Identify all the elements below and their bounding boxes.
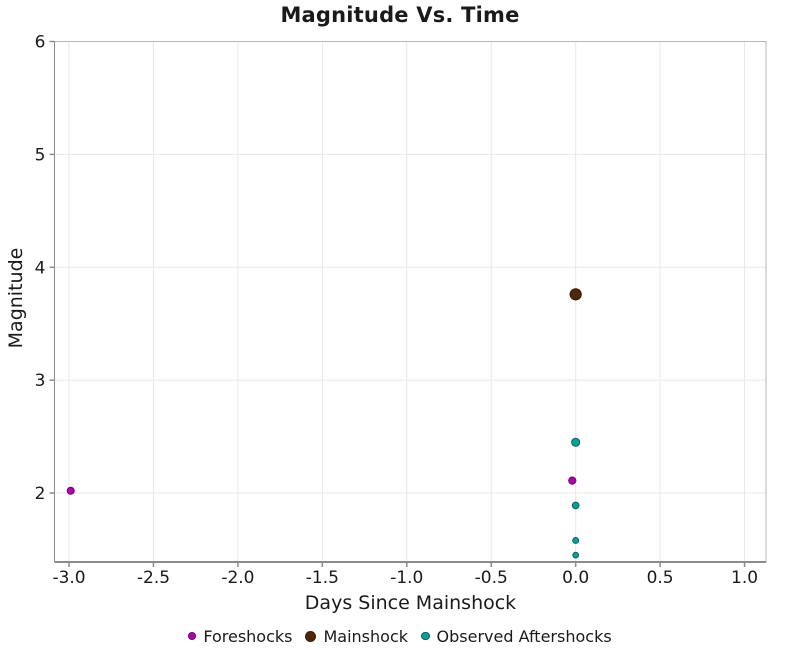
chart-title: Magnitude Vs. Time — [280, 3, 520, 27]
x-tick-label: -1.5 — [306, 568, 339, 588]
legend-label: Mainshock — [323, 626, 409, 646]
y-tick-label: 4 — [35, 258, 46, 278]
x-axis-title: Days Since Mainshock — [304, 592, 517, 614]
x-tick-label: -0.5 — [475, 568, 508, 588]
x-tick-label: -3.0 — [52, 568, 85, 588]
legend-marker-icon — [421, 631, 430, 641]
x-tick-label: 0.0 — [562, 568, 589, 588]
y-tick-label: 2 — [35, 484, 46, 504]
data-point-observed-aftershocks — [572, 536, 580, 544]
data-point-foreshocks — [66, 486, 75, 495]
legend-label: Observed Aftershocks — [436, 626, 612, 646]
x-tick-label: 1.0 — [731, 568, 758, 588]
y-axis-title: Magnitude — [5, 247, 27, 349]
y-tick-label: 3 — [35, 371, 46, 391]
plot-frame — [54, 41, 767, 563]
x-tick-label: -2.0 — [221, 568, 254, 588]
legend-marker-icon — [188, 632, 197, 640]
x-tick-label: -2.5 — [137, 568, 170, 588]
legend-marker-icon — [305, 630, 317, 642]
y-tick-label: 6 — [35, 33, 46, 53]
y-tick-label: 5 — [35, 145, 46, 165]
data-point-observed-aftershocks — [571, 437, 581, 447]
legend-label: Foreshocks — [203, 626, 293, 646]
legend: Foreshocks Mainshock Observed Aftershocks — [0, 623, 800, 649]
data-point-foreshocks — [568, 476, 577, 485]
x-tick-label: -1.0 — [390, 568, 423, 588]
legend-item-observed-aftershocks: Observed Aftershocks — [421, 627, 612, 646]
legend-item-foreshocks: Foreshocks — [188, 627, 292, 646]
legend-item-mainshock: Mainshock — [305, 627, 408, 646]
data-point-observed-aftershocks — [571, 501, 580, 510]
data-point-observed-aftershocks — [572, 551, 580, 559]
data-point-mainshock — [569, 288, 582, 301]
x-tick-label: 0.5 — [647, 568, 674, 588]
